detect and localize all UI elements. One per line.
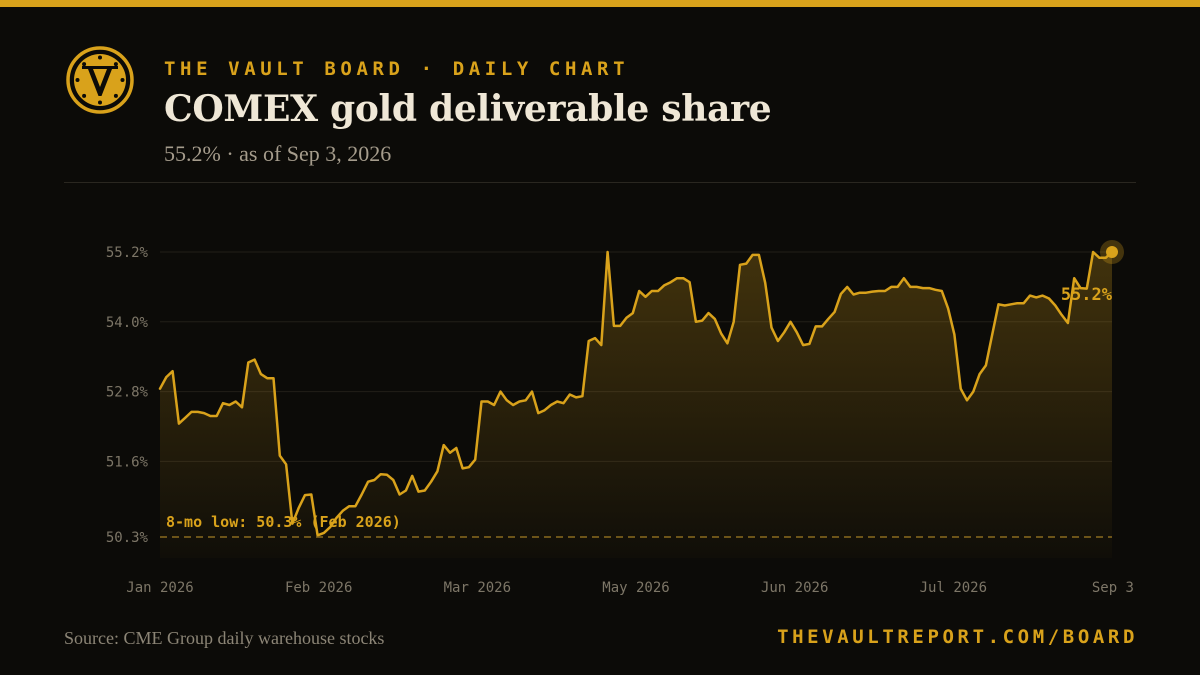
x-tick-label: Jan 2026 xyxy=(126,580,193,596)
series-area-fill xyxy=(160,252,1112,558)
chart-kicker: THE VAULT BOARD · DAILY CHART xyxy=(164,58,630,80)
y-tick-label: 52.8% xyxy=(106,385,149,401)
source-note: Source: CME Group daily warehouse stocks xyxy=(64,628,385,648)
header-divider xyxy=(64,182,1136,183)
x-tick-label: Jun 2026 xyxy=(761,580,828,596)
x-tick-label: Feb 2026 xyxy=(285,580,352,596)
chart-title: COMEX gold deliverable share xyxy=(164,88,772,130)
low-annotation-label: 8-mo low: 50.3% (Feb 2026) xyxy=(166,513,401,531)
top-accent-bar xyxy=(0,0,1200,7)
x-tick-label: May 2026 xyxy=(602,580,669,596)
vault-v-dial-icon xyxy=(66,46,134,114)
line-area-chart: 55.2% 54.0% 52.8% 51.6% 50.3% Jan 2026 Feb 20… xyxy=(106,240,1134,596)
series-line xyxy=(158,250,1114,537)
x-tick-label: Jul 2026 xyxy=(920,580,987,596)
y-tick-label: 50.3% xyxy=(106,530,149,546)
y-tick-label: 55.2% xyxy=(106,245,149,261)
y-tick-label: 54.0% xyxy=(106,315,149,331)
y-tick-label: 51.6% xyxy=(106,454,149,470)
site-url-link[interactable]: THEVAULTREPORT.COM/BOARD xyxy=(777,626,1138,648)
x-tick-label: Mar 2026 xyxy=(444,580,511,596)
endpoint-value-label: 55.2% xyxy=(1061,285,1113,305)
endpoint-marker xyxy=(1106,246,1118,258)
x-tick-label: Sep 3 xyxy=(1092,580,1134,596)
chart-subtitle: 55.2% · as of Sep 3, 2026 xyxy=(164,141,392,166)
